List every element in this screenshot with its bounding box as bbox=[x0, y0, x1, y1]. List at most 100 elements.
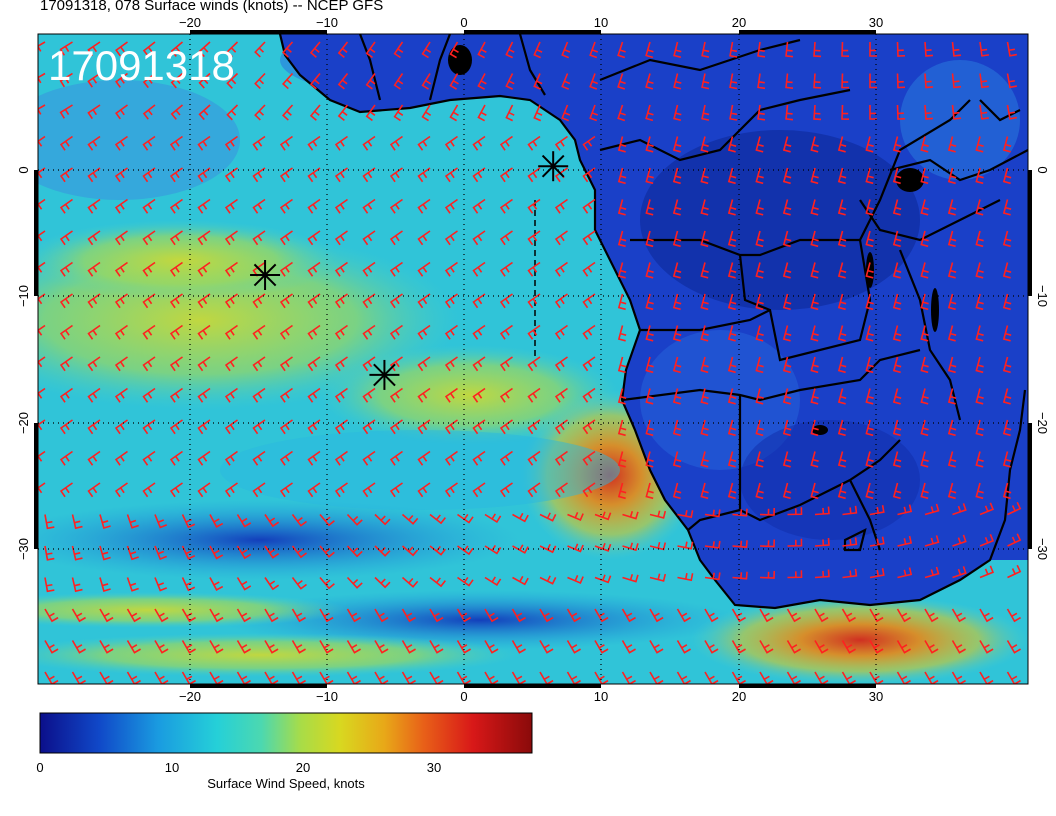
wind-barb bbox=[169, 135, 183, 151]
wind-barb bbox=[649, 608, 664, 623]
wind-barb bbox=[59, 104, 73, 119]
wind-barb bbox=[169, 198, 183, 214]
wind-barb bbox=[700, 325, 709, 342]
wind-barb bbox=[224, 293, 238, 309]
wind-barb bbox=[700, 419, 709, 437]
wind-barb bbox=[810, 419, 819, 437]
wind-barb bbox=[346, 545, 363, 558]
wind-barb bbox=[417, 387, 431, 403]
wind-barb bbox=[672, 262, 682, 279]
wind-barb bbox=[554, 198, 568, 214]
wind-barb bbox=[947, 262, 957, 279]
wind-barb bbox=[527, 450, 541, 466]
wind-barb bbox=[622, 573, 639, 583]
wind-barb bbox=[417, 419, 431, 435]
wind-barb bbox=[924, 608, 939, 623]
wind-barb bbox=[1002, 199, 1012, 216]
wind-barb bbox=[759, 507, 776, 516]
wind-barb bbox=[114, 261, 128, 277]
wind-barb bbox=[979, 565, 995, 579]
wind-barb bbox=[224, 167, 238, 183]
wind-barb bbox=[456, 671, 471, 684]
wind-barb bbox=[444, 356, 458, 372]
wind-barb bbox=[896, 671, 911, 684]
wind-barb bbox=[837, 167, 847, 185]
wind-barb bbox=[444, 387, 458, 403]
wind-barb bbox=[181, 640, 196, 654]
wind-barb bbox=[810, 388, 819, 405]
wind-barb bbox=[700, 451, 709, 468]
wind-barb bbox=[307, 230, 321, 246]
wind-barb bbox=[920, 136, 929, 153]
wind-barb bbox=[897, 567, 913, 579]
wind-barb bbox=[814, 537, 830, 547]
wind-barb bbox=[979, 73, 989, 89]
wind-barb bbox=[457, 545, 474, 556]
wind-barb bbox=[533, 104, 543, 122]
wind-barb bbox=[417, 324, 431, 340]
wind-barb bbox=[346, 608, 361, 623]
wind-barb bbox=[672, 356, 682, 374]
wind-barb bbox=[645, 293, 654, 311]
wind-barb bbox=[841, 41, 850, 58]
wind-barb bbox=[782, 136, 792, 153]
wind-barb bbox=[291, 577, 307, 590]
wind-barb bbox=[947, 482, 957, 500]
wind-barb bbox=[334, 293, 348, 309]
wind-barb bbox=[197, 482, 211, 498]
wind-barb bbox=[484, 513, 502, 524]
wind-barb bbox=[307, 419, 321, 435]
wind-barb bbox=[362, 482, 376, 498]
wind-barb bbox=[169, 450, 183, 466]
wind-barb bbox=[865, 388, 874, 405]
wind-barb bbox=[197, 324, 211, 340]
wind-barb bbox=[99, 671, 114, 684]
wind-barb bbox=[645, 451, 654, 468]
wind-barb bbox=[837, 293, 847, 311]
wind-barb bbox=[527, 230, 541, 246]
wind-barb bbox=[617, 293, 627, 311]
wind-barb bbox=[38, 387, 46, 402]
wind-barb bbox=[582, 419, 596, 435]
wind-barb bbox=[814, 640, 829, 654]
wind-barb bbox=[114, 293, 128, 309]
wind-barb bbox=[947, 419, 957, 437]
wind-barb bbox=[499, 261, 513, 277]
bottom-lon-label: 0 bbox=[460, 689, 467, 704]
wind-barb bbox=[897, 504, 913, 516]
wind-barb bbox=[393, 73, 404, 90]
wind-barb bbox=[810, 482, 819, 500]
bottom-lon-label: −20 bbox=[179, 689, 201, 704]
wind-barb bbox=[810, 136, 819, 153]
wind-barb bbox=[114, 135, 128, 151]
wind-barb bbox=[782, 451, 792, 468]
wind-barb bbox=[869, 505, 885, 516]
wind-barb bbox=[224, 135, 238, 151]
wind-barb bbox=[198, 41, 211, 58]
wind-barb bbox=[645, 199, 654, 216]
wind-barb bbox=[920, 167, 929, 185]
wind-barb bbox=[892, 451, 902, 468]
wind-barb bbox=[975, 167, 984, 185]
wind-barb bbox=[393, 41, 404, 59]
wind-barb bbox=[142, 261, 156, 277]
right-lat-label: −20 bbox=[1035, 412, 1050, 434]
wind-barb bbox=[484, 576, 502, 587]
wind-barb bbox=[924, 566, 940, 579]
wind-barb bbox=[181, 545, 196, 560]
wind-barb bbox=[533, 41, 543, 59]
wind-barb bbox=[87, 419, 101, 435]
wind-barb bbox=[319, 513, 335, 527]
wind-barb bbox=[389, 324, 403, 340]
colorbar-tick-label: 10 bbox=[165, 760, 179, 775]
right-lat-labels: 0 −10 −20 −30 bbox=[1035, 166, 1050, 560]
wind-barb bbox=[114, 450, 128, 466]
wind-barb bbox=[252, 482, 266, 498]
wind-barb bbox=[484, 608, 499, 623]
wind-barb bbox=[676, 671, 691, 684]
wind-barb bbox=[198, 104, 211, 121]
wind-barb bbox=[617, 73, 626, 90]
wind-barb bbox=[701, 41, 710, 58]
wind-barb bbox=[727, 356, 737, 374]
wind-barb bbox=[154, 545, 168, 561]
